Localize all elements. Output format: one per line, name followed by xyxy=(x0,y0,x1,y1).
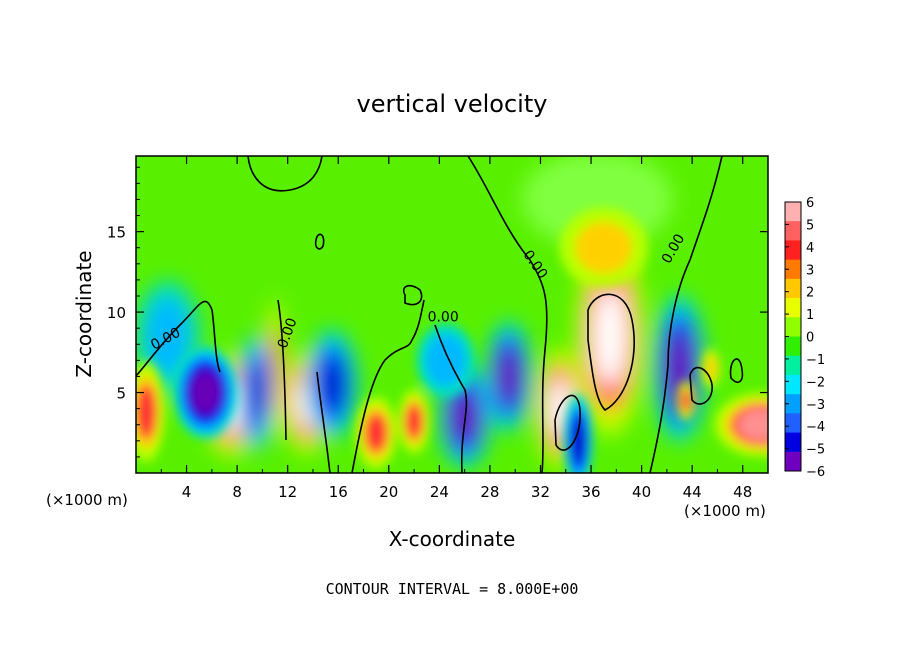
colorbar-swatch xyxy=(785,240,801,261)
colorbar-label: 6 xyxy=(806,196,814,211)
zero-contour-10 xyxy=(587,293,635,411)
downdraft-cell-14 xyxy=(305,328,359,441)
zero-contour-12 xyxy=(729,358,744,383)
zero-contour-8 xyxy=(402,284,423,306)
downdraft-cell-13 xyxy=(238,333,274,452)
colorbar-swatch xyxy=(785,221,801,241)
downdraft-cell-12 xyxy=(173,346,238,439)
x-tick-label: 20 xyxy=(379,483,398,501)
x-tick-label: 28 xyxy=(480,483,499,501)
x-tick-label: 12 xyxy=(278,483,297,501)
plot-frame xyxy=(135,155,769,474)
colorbar-label: 3 xyxy=(806,263,814,278)
x-axis-label: X-coordinate xyxy=(389,527,516,551)
colorbar-label: 0 xyxy=(806,331,814,346)
x-tick-label: 24 xyxy=(430,483,449,501)
colorbar-swatch xyxy=(785,278,801,299)
zero-contour-7 xyxy=(649,156,723,473)
chart-title: vertical velocity xyxy=(357,90,548,118)
colorbar-swatch xyxy=(785,317,801,337)
x-tick-label: 44 xyxy=(683,483,702,501)
colorbar-label: 4 xyxy=(806,241,814,256)
colorbar-label: −5 xyxy=(806,443,825,458)
colorbar-label: −6 xyxy=(806,465,825,480)
colorbar-label: 5 xyxy=(806,218,814,233)
downdraft-cell-16 xyxy=(485,320,533,432)
y-axis: 5 10 15 xyxy=(107,166,768,458)
colorbar: 6 5 4 3 2 1 0 −1 −2 −3 −4 −5 −6 xyxy=(784,196,825,480)
zero-contour-4 xyxy=(351,299,425,473)
colorbar-label: −3 xyxy=(806,398,825,413)
colorbar-label: −1 xyxy=(806,353,825,368)
zero-contour-1 xyxy=(247,156,323,192)
colorbar-swatch xyxy=(785,298,801,318)
updraft-cell-7 xyxy=(398,389,430,454)
velocity-field xyxy=(136,156,768,473)
x-tick-label: 36 xyxy=(581,483,600,501)
contour-label-2: 0.00 xyxy=(428,310,459,326)
x-tick-label: 48 xyxy=(733,483,752,501)
zero-contour-9 xyxy=(314,233,325,250)
updraft-cell-6 xyxy=(355,396,397,469)
y-tick-label: 15 xyxy=(107,224,126,242)
x-axis-unit-right: (×1000 m) xyxy=(684,502,766,520)
y-axis-label: Z-coordinate xyxy=(72,250,96,377)
contour-lines xyxy=(136,156,744,473)
zero-contour-13 xyxy=(554,394,581,451)
colorbar-swatch xyxy=(785,451,801,472)
x-axis-unit-left: (×1000 m) xyxy=(46,491,128,509)
downdraft-cell-17 xyxy=(563,394,593,473)
colorbar-swatch xyxy=(785,374,801,395)
y-tick-label: 5 xyxy=(116,385,126,403)
y-tick-label: 10 xyxy=(107,304,126,322)
updraft-cell-0 xyxy=(575,235,645,437)
x-tick-label: 32 xyxy=(531,483,550,501)
colorbar-swatch xyxy=(785,336,801,357)
colorbar-swatch xyxy=(785,432,801,453)
x-tick-label: 16 xyxy=(329,483,348,501)
updraft-cell-1 xyxy=(559,207,648,288)
zero-contour-6 xyxy=(467,156,548,473)
zero-contour-5 xyxy=(434,324,468,473)
colorbar-label: 1 xyxy=(806,308,814,323)
colorbar-label: −2 xyxy=(806,375,825,390)
zero-contour-2 xyxy=(277,299,287,441)
zero-contour-3 xyxy=(316,371,331,473)
x-tick-label: 4 xyxy=(182,483,192,501)
colorbar-swatch xyxy=(785,355,801,376)
x-tick-label: 8 xyxy=(232,483,242,501)
x-tick-label: 40 xyxy=(632,483,651,501)
contour-interval-footer: CONTOUR INTERVAL = 8.000E+00 xyxy=(326,580,579,598)
downdraft-cell-20 xyxy=(416,323,475,398)
colorbar-swatch xyxy=(785,413,801,434)
colorbar-swatch xyxy=(785,202,801,222)
colorbar-swatch xyxy=(785,259,801,280)
updraft-cell-8 xyxy=(714,392,768,457)
zero-contour-0 xyxy=(136,300,221,377)
colorbar-swatch xyxy=(785,394,801,414)
updraft-cell-9 xyxy=(136,361,166,463)
colorbar-label: 2 xyxy=(806,286,814,301)
x-axis: 4 8 12 16 20 24 28 32 36 40 44 48 xyxy=(160,156,752,501)
zero-contour-11 xyxy=(689,366,713,405)
colorbar-label: −4 xyxy=(806,420,825,435)
